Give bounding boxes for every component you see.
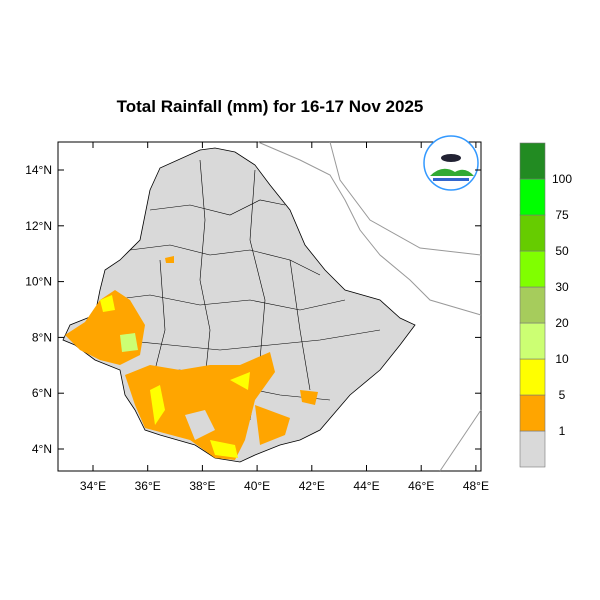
y-tick-label: 4°N xyxy=(32,442,52,456)
rainfall-patches xyxy=(65,256,318,460)
x-tick-label: 48°E xyxy=(463,479,489,493)
legend-swatch xyxy=(519,394,546,432)
legend-swatch xyxy=(519,250,546,288)
legend-swatch xyxy=(519,286,546,324)
legend-swatch xyxy=(519,142,546,180)
legend-label: 5 xyxy=(559,388,566,402)
legend-label: 50 xyxy=(555,244,569,258)
x-tick-label: 46°E xyxy=(408,479,434,493)
legend-swatch xyxy=(519,322,546,360)
y-tick-label: 12°N xyxy=(25,219,52,233)
coastline xyxy=(257,141,482,316)
legend-label: 75 xyxy=(555,208,569,222)
x-tick-label: 38°E xyxy=(189,479,215,493)
x-tick-label: 40°E xyxy=(244,479,270,493)
x-tick-label: 44°E xyxy=(353,479,379,493)
legend-label: 30 xyxy=(555,280,569,294)
y-tick-label: 6°N xyxy=(32,386,52,400)
legend-label: 20 xyxy=(555,316,569,330)
coastline xyxy=(439,409,482,472)
y-tick-label: 14°N xyxy=(25,163,52,177)
legend-swatch xyxy=(519,178,546,216)
legend-label: 100 xyxy=(552,172,572,186)
y-tick-label: 10°N xyxy=(25,275,52,289)
legend-swatch xyxy=(519,358,546,396)
x-tick-label: 36°E xyxy=(135,479,161,493)
y-tick-label: 8°N xyxy=(32,330,52,344)
legend-label: 10 xyxy=(555,352,569,366)
x-tick-label: 34°E xyxy=(80,479,106,493)
legend-swatch xyxy=(519,214,546,252)
legend-swatch xyxy=(519,430,546,468)
coastline xyxy=(329,141,482,256)
emi-logo xyxy=(423,135,479,191)
map-title: Total Rainfall (mm) for 16-17 Nov 2025 xyxy=(116,97,424,116)
legend-label: 1 xyxy=(559,424,566,438)
x-tick-label: 42°E xyxy=(299,479,325,493)
